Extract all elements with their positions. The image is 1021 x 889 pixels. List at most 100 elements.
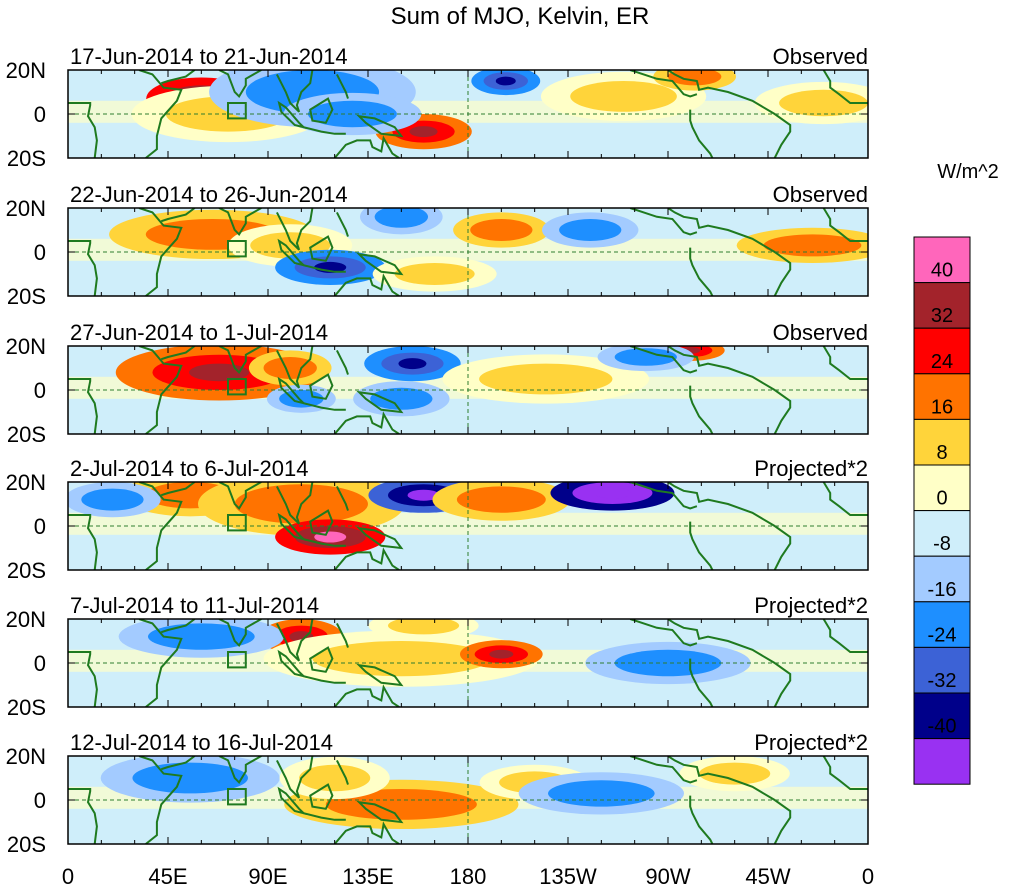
indochina-coast bbox=[276, 208, 314, 251]
x-tick-label: 90E bbox=[248, 864, 287, 889]
colorbar-bin bbox=[913, 373, 971, 420]
x-tick-label: 135E bbox=[342, 864, 393, 889]
colorbar-level-label: -32 bbox=[928, 670, 957, 692]
colorbar: W/m^2 40 32 24 16 8 0 -8 -16 -24 -32 -40 bbox=[913, 161, 999, 785]
new-guinea-island bbox=[356, 252, 404, 276]
panel-4: 20N 0 20S 2-Jul-2014 to 6-Jul-2014 Projected… bbox=[6, 456, 869, 583]
india-coast bbox=[218, 619, 262, 648]
panel-type-label: Projected*2 bbox=[754, 593, 868, 618]
y-tick-label: 0 bbox=[34, 514, 46, 539]
australia-north-coast bbox=[333, 135, 400, 158]
java-coast bbox=[303, 126, 346, 135]
anomaly-core bbox=[763, 234, 862, 257]
colorbar-level-label: 32 bbox=[931, 305, 953, 327]
coastlines bbox=[68, 70, 868, 158]
y-tick-label: 20S bbox=[7, 558, 46, 583]
panel-field bbox=[68, 482, 868, 570]
colorbar-bin bbox=[913, 282, 971, 329]
panel-6: 20N 0 20S 12-Jul-2014 to 16-Jul-2014 Project… bbox=[6, 730, 869, 857]
panel-3: 20N 0 20S 27-Jun-2014 to 1-Jul-2014 Observed bbox=[6, 320, 869, 447]
anomaly-peak bbox=[495, 76, 516, 86]
south-america-west-coast bbox=[689, 521, 714, 570]
y-tick-label: 20N bbox=[6, 58, 46, 83]
anomaly-core bbox=[148, 623, 255, 650]
x-axis: 0 45E 90E 135E 180 135W 90W 45W 0 bbox=[62, 864, 874, 889]
colorbar-bin bbox=[913, 510, 971, 557]
south-america-east-coast bbox=[667, 482, 792, 570]
colorbar-level-label: -24 bbox=[928, 624, 957, 646]
africa-west-coast bbox=[68, 240, 98, 296]
new-guinea-island bbox=[356, 526, 404, 550]
africa-west-coast bbox=[68, 378, 98, 434]
anomaly-core bbox=[479, 363, 613, 395]
anomaly-core bbox=[559, 219, 622, 241]
reference-box bbox=[227, 240, 247, 258]
africa-west-coast bbox=[68, 788, 98, 844]
y-tick-label: 0 bbox=[34, 102, 46, 127]
borneo-island bbox=[309, 235, 334, 262]
y-tick-label: 20S bbox=[7, 832, 46, 857]
borneo-island bbox=[309, 783, 334, 810]
central-america-pacific-coast bbox=[629, 346, 698, 374]
indochina-coast bbox=[276, 619, 314, 662]
india-coast bbox=[218, 70, 262, 99]
anomaly-peak bbox=[409, 126, 438, 138]
panel-period-label: 27-Jun-2014 to 1-Jul-2014 bbox=[70, 320, 328, 345]
africa-east-coast bbox=[138, 482, 183, 570]
anomaly-core bbox=[470, 219, 533, 241]
colorbar-level-label: -16 bbox=[928, 579, 957, 601]
anomaly-core bbox=[388, 619, 460, 635]
borneo-island bbox=[309, 373, 334, 400]
coastlines bbox=[68, 346, 868, 434]
anomaly-core bbox=[370, 387, 433, 410]
y-tick-label: 0 bbox=[34, 240, 46, 265]
borneo-island bbox=[309, 646, 334, 673]
panel-period-label: 17-Jun-2014 to 21-Jun-2014 bbox=[70, 44, 348, 69]
south-america-west-coast bbox=[689, 658, 714, 707]
anomaly-core bbox=[548, 780, 655, 807]
y-tick-label: 20N bbox=[6, 470, 46, 495]
anomaly-core bbox=[668, 70, 722, 86]
philippines bbox=[336, 349, 349, 375]
anomaly-peak bbox=[489, 649, 514, 659]
anomaly-core bbox=[779, 89, 868, 117]
anomaly-peak bbox=[398, 358, 427, 370]
west-africa-coast bbox=[822, 756, 868, 790]
chart-title: Sum of MJO, Kelvin, ER bbox=[391, 3, 650, 30]
arabia-coast bbox=[160, 482, 196, 497]
panel-type-label: Observed bbox=[773, 182, 868, 207]
panel-2: 20N 0 20S 22-Jun-2014 to 26-Jun-2014 Observe… bbox=[6, 182, 869, 309]
south-america-east-coast bbox=[667, 346, 792, 434]
reference-box bbox=[227, 378, 247, 396]
africa-east-coast bbox=[138, 619, 183, 707]
africa-east-coast bbox=[138, 208, 183, 296]
panel-field bbox=[68, 70, 868, 158]
south-america-west-coast bbox=[689, 385, 714, 434]
australia-north-coast bbox=[333, 821, 400, 844]
panel-period-label: 12-Jul-2014 to 16-Jul-2014 bbox=[70, 730, 333, 755]
central-america-pacific-coast bbox=[629, 70, 698, 98]
anomaly-core bbox=[394, 263, 475, 285]
africa-east-coast bbox=[138, 70, 183, 158]
panel-1: 20N 0 20S 17-Jun-2014 to 21-Jun-2014 Observe… bbox=[6, 44, 869, 171]
australia-north-coast bbox=[333, 547, 400, 570]
anomaly-core bbox=[312, 641, 491, 677]
x-tick-label: 0 bbox=[62, 864, 74, 889]
central-america-pacific-coast bbox=[629, 756, 698, 784]
panel-field bbox=[68, 346, 868, 434]
arabia-coast bbox=[160, 619, 196, 634]
y-tick-label: 20S bbox=[7, 146, 46, 171]
india-coast bbox=[218, 756, 262, 785]
philippines bbox=[336, 485, 349, 511]
colorbar-level-label: 16 bbox=[931, 396, 953, 418]
y-tick-label: 20N bbox=[6, 196, 46, 221]
anomaly-peak bbox=[407, 489, 440, 501]
panel-period-label: 7-Jul-2014 to 11-Jul-2014 bbox=[70, 593, 319, 618]
panel-field bbox=[68, 756, 868, 844]
new-guinea-island bbox=[356, 114, 404, 138]
south-america-east-coast bbox=[667, 756, 792, 844]
south-america-west-coast bbox=[689, 109, 714, 158]
anomaly-core bbox=[699, 762, 771, 785]
coastlines bbox=[68, 208, 868, 296]
java-coast bbox=[303, 538, 346, 547]
